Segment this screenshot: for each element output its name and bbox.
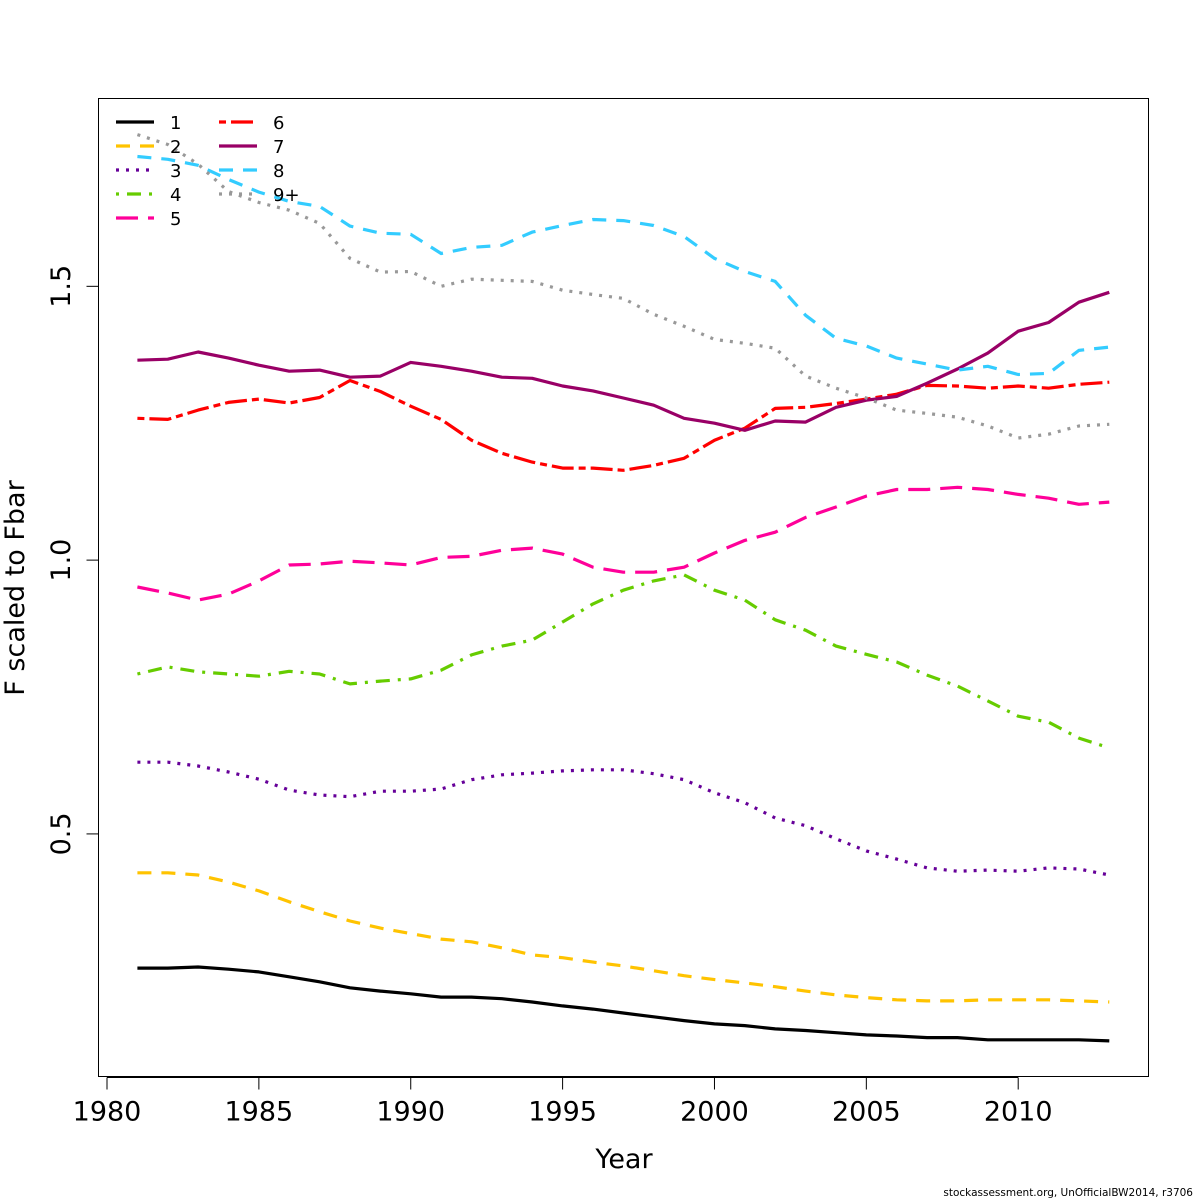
legend-item-9plus: 9+ [219,185,300,206]
plot-frame [98,98,1149,1077]
x-tick-label: 1980 [73,1097,142,1128]
footer-credit: stockassessment.org, UnOfficialBW2014, r… [943,1187,1193,1199]
legend-item-8: 8 [219,161,284,182]
x-tick-label: 2005 [832,1097,901,1128]
y-axis: 0.5 1.0 1.5 [46,265,99,855]
legend-label: 6 [273,113,284,134]
y-tick-label: 1.5 [46,265,77,308]
legend-label: 8 [273,161,284,182]
series-line-3 [137,760,1110,877]
series-line-1 [137,965,1110,1043]
x-tick-label: 2010 [984,1097,1053,1128]
series-line-7 [137,290,1110,432]
legend-label: 9+ [273,185,300,206]
x-axis-title: Year [594,1144,653,1175]
legend-item-3: 3 [116,161,181,182]
series-line-8 [137,154,1110,377]
legend-label: 2 [170,137,181,158]
x-tick-label: 1995 [528,1097,597,1128]
y-axis-title: F scaled to Fbar [0,479,31,695]
legend-label: 4 [170,185,181,206]
x-tick-label: 1985 [225,1097,294,1128]
legend-item-4: 4 [116,185,181,206]
y-tick-label: 1.0 [46,539,77,582]
series-layer [136,133,1110,1043]
x-tick-label: 2000 [680,1097,749,1128]
legend-label: 5 [170,209,181,230]
legend-item-7: 7 [219,137,284,158]
series-line-5 [137,485,1110,602]
series-line-2 [137,871,1110,1004]
x-axis: 1980 1985 1990 1995 2000 2005 2010 [73,1077,1053,1128]
y-tick-label: 0.5 [46,812,77,855]
series-line-6 [137,378,1110,472]
legend-item-6: 6 [219,113,284,134]
series-line-4 [137,573,1110,750]
legend-label: 7 [273,137,284,158]
legend-item-5: 5 [116,209,181,230]
legend-label: 1 [170,113,181,134]
legend: 1 2 3 4 5 6 7 8 9+ [116,113,300,230]
legend-item-2: 2 [116,137,181,158]
legend-item-1: 1 [116,113,181,134]
x-tick-label: 1990 [376,1097,445,1128]
legend-label: 3 [170,161,181,182]
